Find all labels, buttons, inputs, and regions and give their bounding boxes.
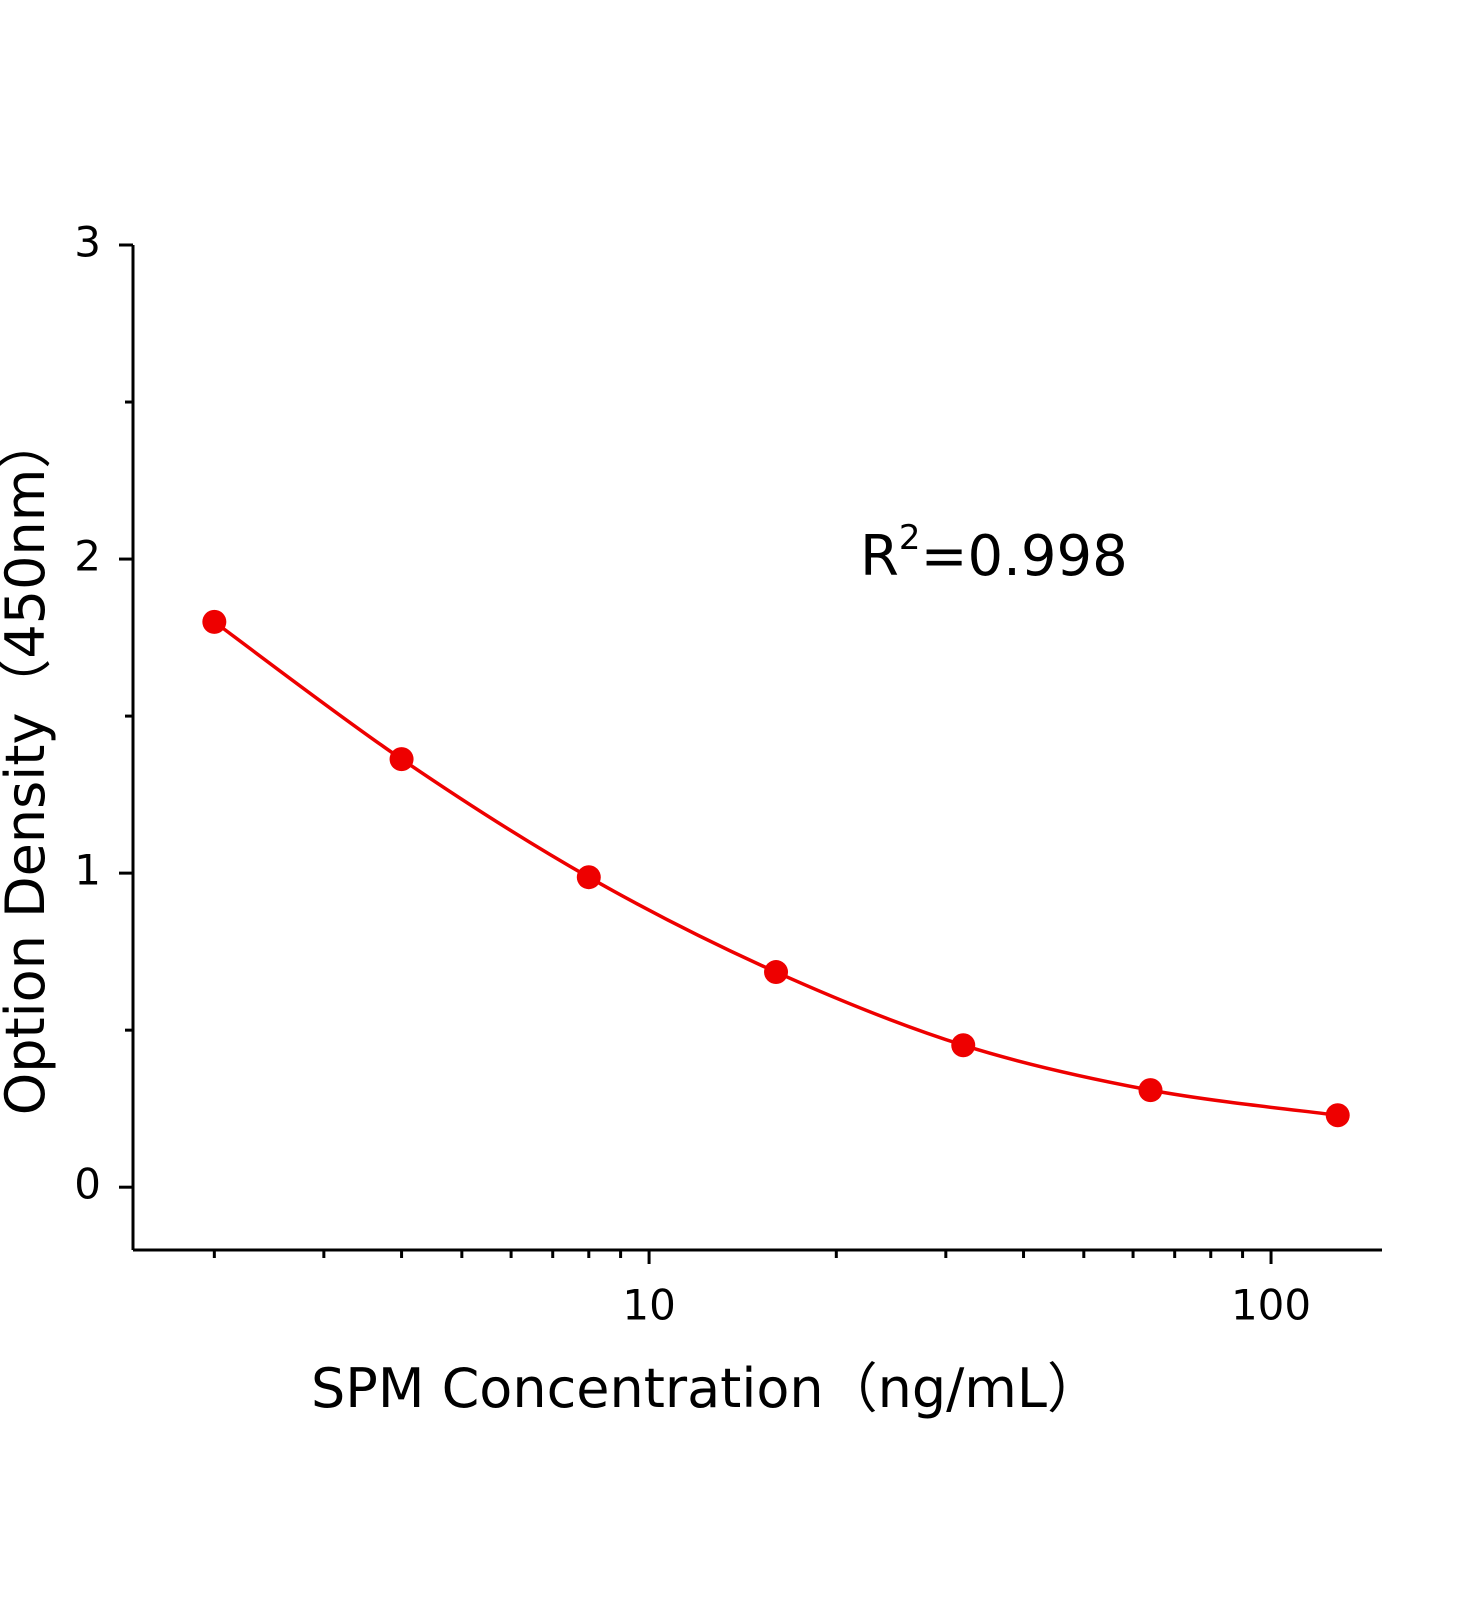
data-point bbox=[764, 960, 789, 985]
data-point bbox=[389, 747, 414, 772]
y-axis-label: Option Density（450nm） bbox=[0, 415, 57, 1116]
y-tick-label: 2 bbox=[74, 532, 101, 581]
data-point bbox=[576, 865, 601, 890]
y-tick-label: 1 bbox=[74, 846, 101, 895]
annotation: R2=0.998 bbox=[860, 518, 1128, 589]
annotation-text: =0.998 bbox=[921, 524, 1128, 589]
fit-line bbox=[213, 620, 1338, 1118]
y-tick-label: 0 bbox=[74, 1160, 101, 1209]
x-tick-label: 100 bbox=[1231, 1281, 1311, 1330]
data-point bbox=[202, 609, 227, 634]
y-tick-label: 3 bbox=[74, 218, 101, 267]
x-tick-label: 10 bbox=[622, 1281, 675, 1330]
data-point bbox=[951, 1033, 976, 1058]
annotation-base: R bbox=[860, 524, 899, 589]
data-point bbox=[1325, 1103, 1350, 1128]
x-axis-label: SPM Concentration（ng/mL） bbox=[311, 1357, 1101, 1420]
data-point bbox=[1138, 1078, 1163, 1103]
annotation-superscript: 2 bbox=[899, 518, 921, 558]
